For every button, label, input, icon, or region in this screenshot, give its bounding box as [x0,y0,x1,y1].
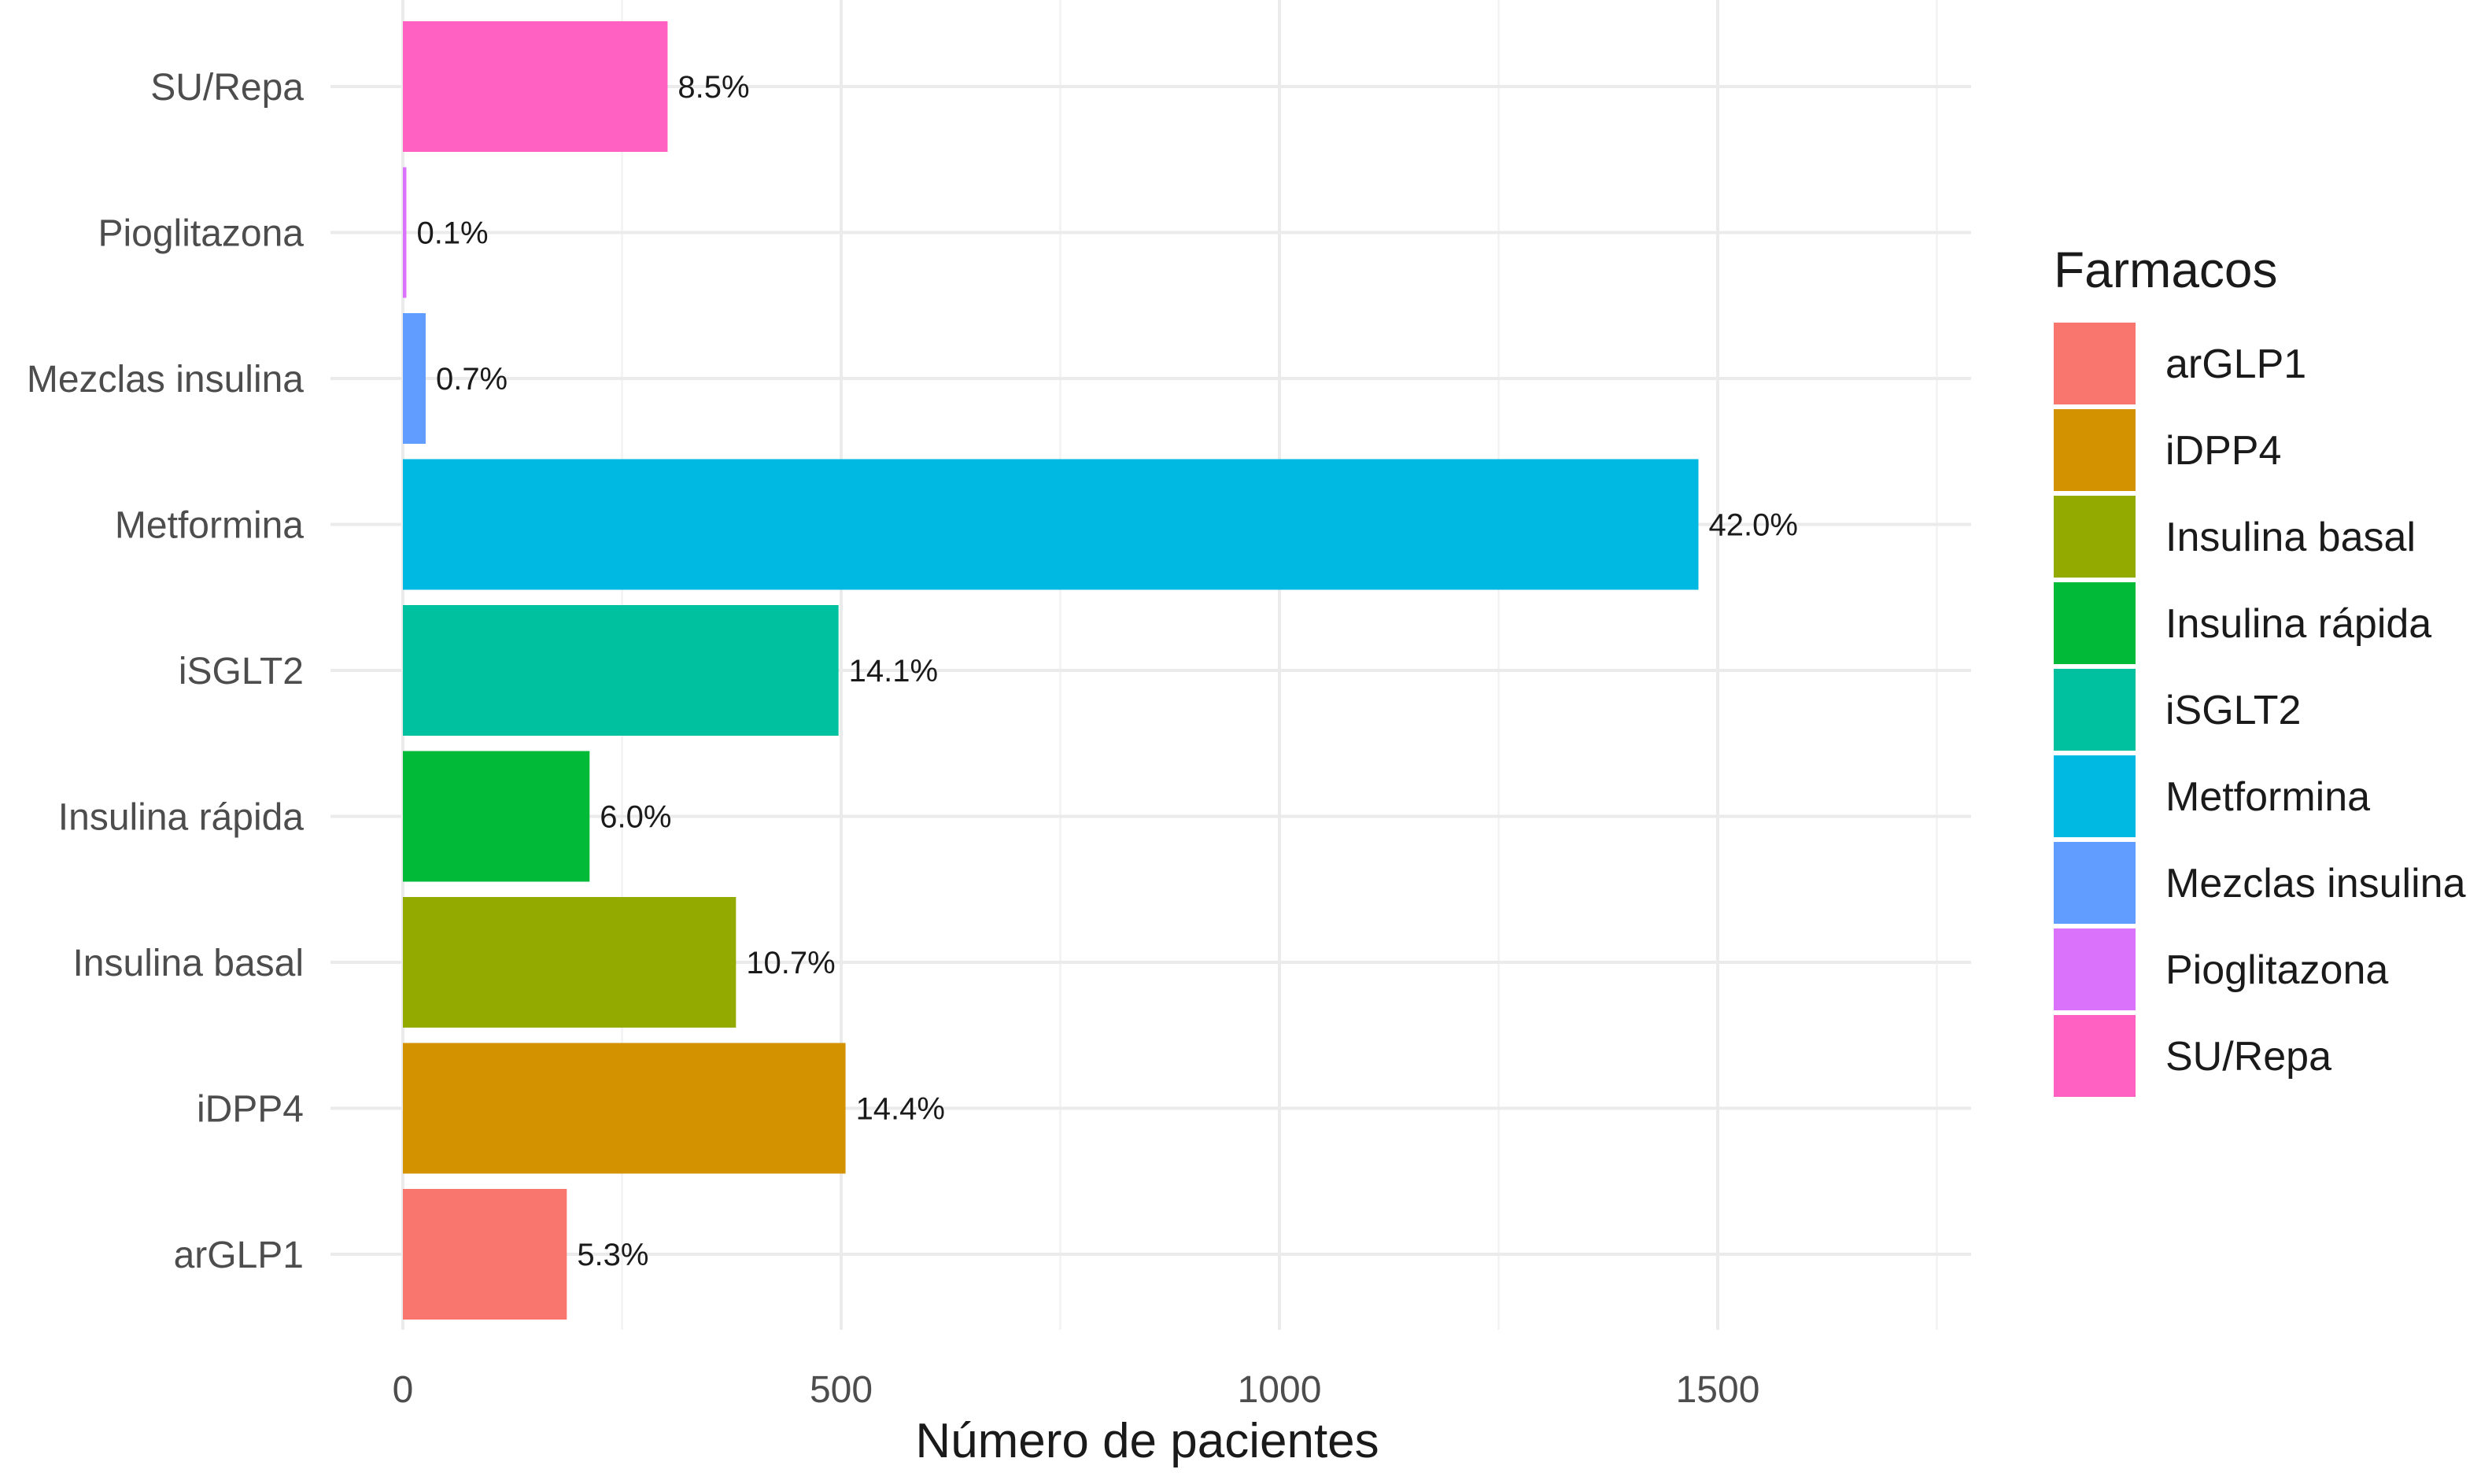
legend-key [2054,928,2136,1010]
legend-label: Mezclas insulina [2165,861,2466,906]
data-label: 14.4% [856,1092,945,1127]
category-label: Pioglitazona [98,213,304,255]
legend-items: arGLP1 iDPP4 Insulina basal Insulina rápida… [2054,323,2466,1097]
x-tick-label: 500 [810,1369,873,1411]
bars [403,21,1699,1320]
category-label: arGLP1 [174,1235,304,1276]
y-axis-category-labels: arGLP1 iDPP4 Insulina basal Insulina rápida… [27,67,304,1276]
legend-label: Metformina [2165,774,2370,820]
bar [403,897,737,1028]
legend-key [2054,323,2136,404]
data-label: 5.3% [577,1238,648,1272]
x-axis-tick-labels: 0 500 1000 1500 [393,1369,1760,1411]
legend-key [2054,496,2136,578]
data-label: 8.5% [677,70,749,105]
category-label: iSGLT2 [179,651,304,692]
legend-label: SU/Repa [2165,1034,2331,1080]
category-label: iDPP4 [197,1089,304,1131]
legend-key [2054,582,2136,664]
bar [403,313,426,444]
category-label: Insulina basal [72,943,304,984]
bar [403,751,590,882]
x-tick-label: 1500 [1676,1369,1760,1411]
data-label: 0.7% [436,362,508,397]
legend-key [2054,669,2136,751]
bar [403,167,407,298]
category-label: Mezclas insulina [27,359,304,401]
bar [403,459,1699,590]
bar [403,21,668,152]
legend-label: arGLP1 [2165,341,2306,387]
data-label: 0.1% [416,216,488,251]
data-label: 14.1% [849,654,938,688]
legend-key [2054,755,2136,837]
bar [403,1189,567,1320]
legend-key [2054,409,2136,491]
category-label: Insulina rápida [58,797,305,839]
x-tick-label: 0 [393,1369,414,1411]
legend-label: iDPP4 [2165,428,2281,474]
legend-title: Farmacos [2054,242,2278,298]
legend-label: Pioglitazona [2165,947,2388,993]
legend-label: iSGLT2 [2165,688,2301,733]
data-labels: 5.3% 14.4% 10.7% 6.0% 14.1% 42.0% 0.7% 0.1% 8.5% [416,70,1797,1272]
legend-label: Insulina rápida [2165,601,2431,647]
data-label: 42.0% [1708,508,1797,543]
bar [403,1043,846,1174]
legend: Farmacos arGLP1 iDPP4 Insulina basal Insuli… [2054,242,2466,1097]
x-axis-title: Número de pacientes [915,1414,1379,1468]
legend-label: Insulina basal [2165,515,2416,560]
legend-key [2054,1015,2136,1097]
bar [403,605,839,736]
data-label: 10.7% [746,946,835,980]
legend-key [2054,842,2136,924]
category-label: Metformina [115,505,304,547]
x-tick-label: 1000 [1238,1369,1322,1411]
data-label: 6.0% [600,800,671,835]
category-label: SU/Repa [150,67,304,109]
